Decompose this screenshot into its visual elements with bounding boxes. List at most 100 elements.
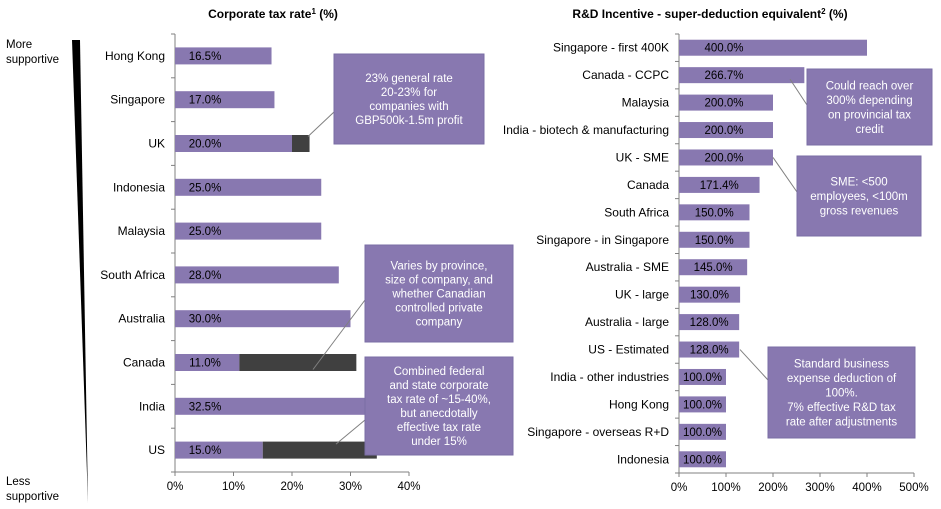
right-bar: [679, 231, 750, 248]
left-bar: [175, 310, 351, 328]
more-supportive-label-2: supportive: [6, 54, 59, 66]
right-note-line: expense deduction of: [787, 373, 897, 385]
left-note-line: GBP500k-1.5m profit: [355, 115, 463, 127]
right-data-label: 171.4%: [700, 180, 739, 192]
left-data-label: 25.0%: [189, 182, 222, 194]
right-data-label: 200.0%: [704, 98, 743, 110]
right-note-connector: [789, 78, 808, 106]
right-bar: [679, 94, 773, 111]
right-note-connector: [739, 349, 769, 381]
right-data-label: 200.0%: [704, 125, 743, 137]
left-x-tick-label: 30%: [339, 481, 362, 493]
right-data-label: 150.0%: [695, 235, 734, 247]
left-note-line: companies with: [369, 101, 448, 113]
left-category-label: Australia: [118, 312, 165, 326]
right-bar: [679, 396, 726, 413]
left-bar: [175, 135, 292, 152]
right-category-label: Singapore - overseas R+D: [527, 425, 669, 439]
left-note-line: tax rate of ~15-40%,: [387, 394, 491, 406]
right-note-box: [796, 155, 922, 237]
right-data-label: 200.0%: [704, 152, 743, 164]
right-data-label: 145.0%: [694, 262, 733, 274]
left-chart-title: Corporate tax rate1 (%): [208, 7, 338, 21]
right-note-line: 300% depending: [826, 95, 912, 107]
left-note-box: [364, 356, 514, 456]
right-note-line: 7% effective R&D tax: [787, 402, 896, 414]
right-category-label: Malaysia: [622, 96, 670, 110]
right-data-label: 128.0%: [690, 345, 729, 357]
right-note-line: 100%.: [825, 388, 858, 400]
right-data-label: 150.0%: [695, 207, 734, 219]
right-data-label: 100.0%: [683, 454, 722, 466]
right-note-line: SME: <500: [830, 177, 887, 189]
left-range-bar: [262, 441, 377, 459]
right-category-label: Australia - SME: [586, 260, 669, 274]
right-x-tick-label: 500%: [899, 482, 928, 494]
left-note-line: controlled private: [395, 302, 483, 314]
right-x-tick-label: 200%: [758, 482, 787, 494]
left-category-label: South Africa: [100, 268, 165, 282]
left-note-line: 20-23% for: [381, 87, 437, 99]
left-data-label: 16.5%: [189, 51, 222, 63]
right-bar: [679, 176, 760, 193]
left-data-label: 28.0%: [189, 270, 222, 282]
right-category-label: India - other industries: [550, 370, 669, 384]
left-data-label: 20.0%: [189, 139, 222, 151]
left-note-line: under 15%: [411, 436, 467, 448]
right-bar: [679, 67, 805, 84]
left-note-line: whether Canadian: [391, 288, 485, 300]
right-category-label: Hong Kong: [609, 397, 669, 411]
left-note-line: company: [416, 316, 463, 328]
right-category-label: India - biotech & manufacturing: [503, 123, 669, 137]
right-data-label: 100.0%: [683, 427, 722, 439]
right-category-label: US - Estimated: [588, 343, 669, 357]
right-note-box: [767, 346, 916, 439]
right-x-tick-label: 0%: [671, 482, 688, 494]
left-bar: [175, 222, 322, 240]
right-x-tick-label: 400%: [852, 482, 881, 494]
right-chart-title: R&D Incentive - super-deduction equivale…: [572, 7, 847, 21]
left-data-label: 25.0%: [189, 226, 222, 238]
left-category-label: Indonesia: [113, 180, 165, 194]
left-bar: [175, 47, 272, 65]
right-note-connector: [772, 157, 798, 193]
right-note-line: Could reach over: [826, 80, 914, 92]
right-note-line: employees, <100m: [810, 191, 908, 203]
left-range-bar: [239, 354, 357, 371]
right-bar: [679, 39, 867, 56]
left-bar: [175, 266, 339, 284]
right-bar: [679, 341, 740, 358]
right-category-label: Singapore - first 400K: [553, 41, 669, 55]
right-note-line: gross revenues: [820, 206, 899, 218]
right-bar: [679, 451, 726, 468]
left-x-tick-label: 0%: [167, 481, 184, 493]
left-range-bar: [292, 135, 310, 152]
left-bar: [175, 178, 322, 196]
left-bar: [175, 354, 240, 371]
right-category-label: UK - large: [615, 288, 669, 302]
left-x-tick-label: 10%: [222, 481, 245, 493]
right-data-label: 130.0%: [690, 290, 729, 302]
right-x-tick-label: 100%: [711, 482, 740, 494]
left-bar: [175, 91, 275, 109]
less-supportive-label-2: supportive: [6, 491, 59, 503]
right-bar: [679, 149, 773, 166]
left-note-connector: [335, 419, 366, 445]
left-note-line: Varies by province,: [391, 260, 488, 272]
left-x-tick-label: 40%: [397, 481, 420, 493]
rd-incentive-chart: 0% 100% 200% 300% 400% 500% Singapore - first …: [503, 33, 933, 494]
left-category-label: UK: [148, 137, 165, 151]
left-category-label: Singapore: [110, 93, 165, 107]
left-category-label: Malaysia: [118, 224, 166, 238]
right-note-line: Standard business: [794, 359, 890, 371]
right-note-box: [806, 68, 933, 146]
left-category-label: India: [139, 399, 165, 413]
right-data-label: 100.0%: [683, 399, 722, 411]
right-bar: [679, 314, 740, 331]
right-category-label: Canada - CCPC: [582, 68, 669, 82]
right-x-tick-label: 300%: [805, 482, 834, 494]
right-data-label: 266.7%: [704, 70, 743, 82]
right-category-label: Australia - large: [585, 315, 669, 329]
left-note-connector: [307, 111, 335, 137]
